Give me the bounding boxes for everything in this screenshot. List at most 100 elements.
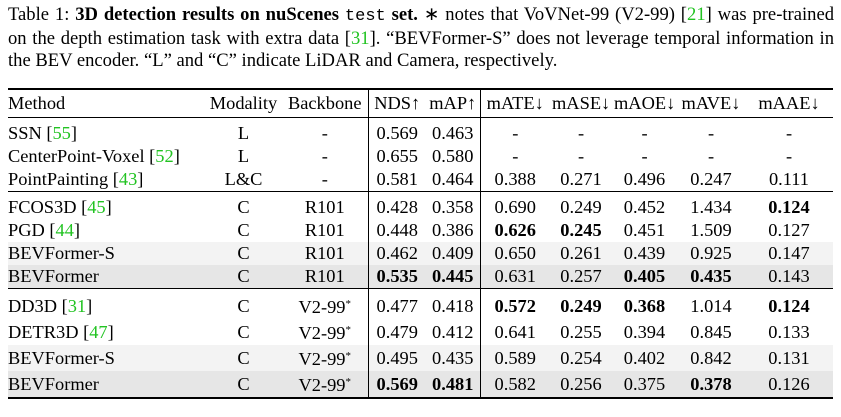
- method-name: BEVFormer-S: [8, 347, 115, 368]
- column-header: mAAE↓: [745, 88, 833, 118]
- metric-cell: 0.418: [426, 288, 480, 319]
- caption-label: Table 1:: [8, 4, 70, 25]
- metric-cell: 1.014: [677, 288, 745, 319]
- citation: 31: [350, 28, 370, 49]
- method-name: SSN: [8, 123, 42, 143]
- backbone-name: R101: [304, 220, 345, 240]
- metric-cell: 0.925: [690, 243, 732, 263]
- metric-cell: -: [707, 146, 715, 166]
- backbone-cell: R101: [282, 191, 368, 219]
- metric-cell: 0.477: [367, 288, 426, 319]
- modality-cell: C: [237, 266, 250, 286]
- table-row: FCOS3D [45] C R101 0.428 0.358 0.690 0.249 0.45…: [8, 191, 833, 219]
- metric-cell: 0.439: [623, 243, 666, 263]
- caption-title-end: set.: [391, 4, 418, 25]
- metric-cell: -: [641, 146, 648, 166]
- method-name: FCOS3D: [8, 197, 77, 217]
- metric-cell: 0.256: [550, 371, 612, 399]
- metric-cell: 0.690: [479, 191, 550, 219]
- metric-cell: 0.631: [479, 265, 550, 289]
- metric-cell: 0.495: [367, 345, 426, 371]
- caption-text: ] was pre-trained on the depth estimatio…: [8, 4, 835, 49]
- backbone-cell: V2-99*: [282, 371, 368, 399]
- metric-cell: 0.650: [479, 242, 550, 265]
- metric-cell: 0.435: [690, 266, 732, 286]
- backbone-cell: -: [282, 118, 368, 146]
- results-table: Method Modality Backbone NDS↑ mAP↑ mATE↓ mASE↓…: [8, 88, 833, 399]
- table-row: BEVFormer C V2-99* 0.569 0.481 0.582 0.256 0.37…: [8, 371, 833, 399]
- method-name: BEVFormer-S: [8, 243, 115, 263]
- method-name: PointPainting: [8, 169, 109, 189]
- column-header: mAP↑: [426, 88, 480, 118]
- citation: 21: [687, 4, 706, 25]
- method-name: PGD: [8, 220, 45, 240]
- metric-cell: 0.131: [768, 347, 810, 368]
- backbone-mark: *: [345, 376, 352, 388]
- metric-cell: 0.569: [367, 371, 426, 399]
- metric-cell: 0.412: [432, 321, 474, 342]
- metric-cell: 0.445: [432, 266, 474, 286]
- modality-cell: C: [205, 288, 282, 319]
- column-header: NDS↑: [367, 88, 426, 118]
- metric-cell: 0.375: [612, 371, 677, 399]
- column-header: mASE↓: [550, 88, 612, 118]
- metric-cell: 0.358: [426, 191, 480, 219]
- modality-cell: C: [237, 321, 250, 342]
- table-row: SSN [55] L -0.569 0.463- - - - -: [8, 117, 833, 146]
- metric-cell: 0.479: [367, 319, 426, 345]
- backbone-cell: R101: [282, 242, 368, 265]
- metric-cell: 0.463: [432, 123, 474, 143]
- metric-cell: 0.261: [560, 243, 602, 263]
- caption-text: ∗ notes that VoVNet-99 (V2-99) [: [423, 4, 688, 25]
- backbone-name: -: [321, 169, 328, 189]
- backbone-name: R101: [304, 197, 345, 217]
- backbone-cell: V2-99*: [282, 345, 368, 371]
- metric-cell: 0.245: [560, 220, 602, 240]
- method-cell: BEVFormer: [8, 371, 205, 399]
- method-cell: DD3D [31]: [8, 288, 205, 319]
- backbone-name: V2-99: [298, 375, 346, 395]
- backbone-cell: V2-99*: [282, 319, 368, 345]
- backbone-cell: -: [282, 168, 368, 192]
- backbone-mark: *: [345, 324, 352, 336]
- metric-cell: 0.582: [479, 371, 550, 399]
- metric-cell: 0.428: [367, 191, 426, 219]
- metric-cell: 0.147: [768, 243, 810, 263]
- metric-cell: 0.386: [432, 220, 474, 240]
- metric-cell: 0.581: [367, 168, 426, 192]
- metric-cell: 0.535: [367, 265, 426, 289]
- metric-cell: 0.254: [560, 347, 602, 368]
- backbone-name: R101: [304, 266, 345, 286]
- metric-cell: 0.402: [623, 347, 666, 368]
- table-row: PointPainting [43] L&C - 0.581 0.464 0.388 0.2…: [8, 168, 833, 192]
- modality-cell: L: [237, 123, 250, 143]
- method-cell: PGD [44]: [8, 220, 81, 240]
- citation: 31: [67, 295, 87, 316]
- backbone-name: -: [321, 146, 328, 166]
- metric-cell: 0.124: [745, 288, 833, 319]
- metric-cell: 0.572: [479, 288, 550, 319]
- metric-cell: 0.842: [690, 347, 732, 368]
- caption-text: ]. “BEVFormer-S” does not leverage tempo…: [8, 28, 834, 71]
- column-header: mAOE↓: [612, 88, 677, 118]
- method-cell: BEVFormer-S: [8, 345, 205, 371]
- table-row: BEVFormer C R101 0.535 0.445 0.631 0.257 0.405 0…: [8, 265, 833, 289]
- metric-cell: 0.452: [612, 191, 677, 219]
- modality-cell: L: [237, 146, 250, 166]
- metric-cell: -: [785, 123, 793, 143]
- table-row: DETR3D [47] C V2-99* 0.479 0.412 0.641 0.255 0.…: [8, 319, 833, 345]
- metric-cell: 0.451: [623, 220, 666, 240]
- metric-cell: -: [479, 117, 550, 145]
- header-row: Method Modality Backbone NDS↑ mAP↑ mATE↓ mASE↓…: [8, 88, 833, 118]
- table-row: BEVFormer-S C V2-99* 0.495 0.435 0.589 0.254 0.…: [8, 345, 833, 371]
- backbone-name: V2-99: [298, 297, 346, 317]
- method-cell: BEVFormer: [8, 265, 205, 289]
- modality-cell: C: [205, 191, 282, 219]
- citation: 52: [155, 146, 174, 166]
- citation: 45: [87, 197, 106, 217]
- column-header: Backbone: [282, 88, 368, 118]
- modality-cell: L&C: [224, 169, 263, 189]
- backbone-cell: R101: [282, 219, 368, 242]
- metric-cell: 0.626: [479, 219, 550, 242]
